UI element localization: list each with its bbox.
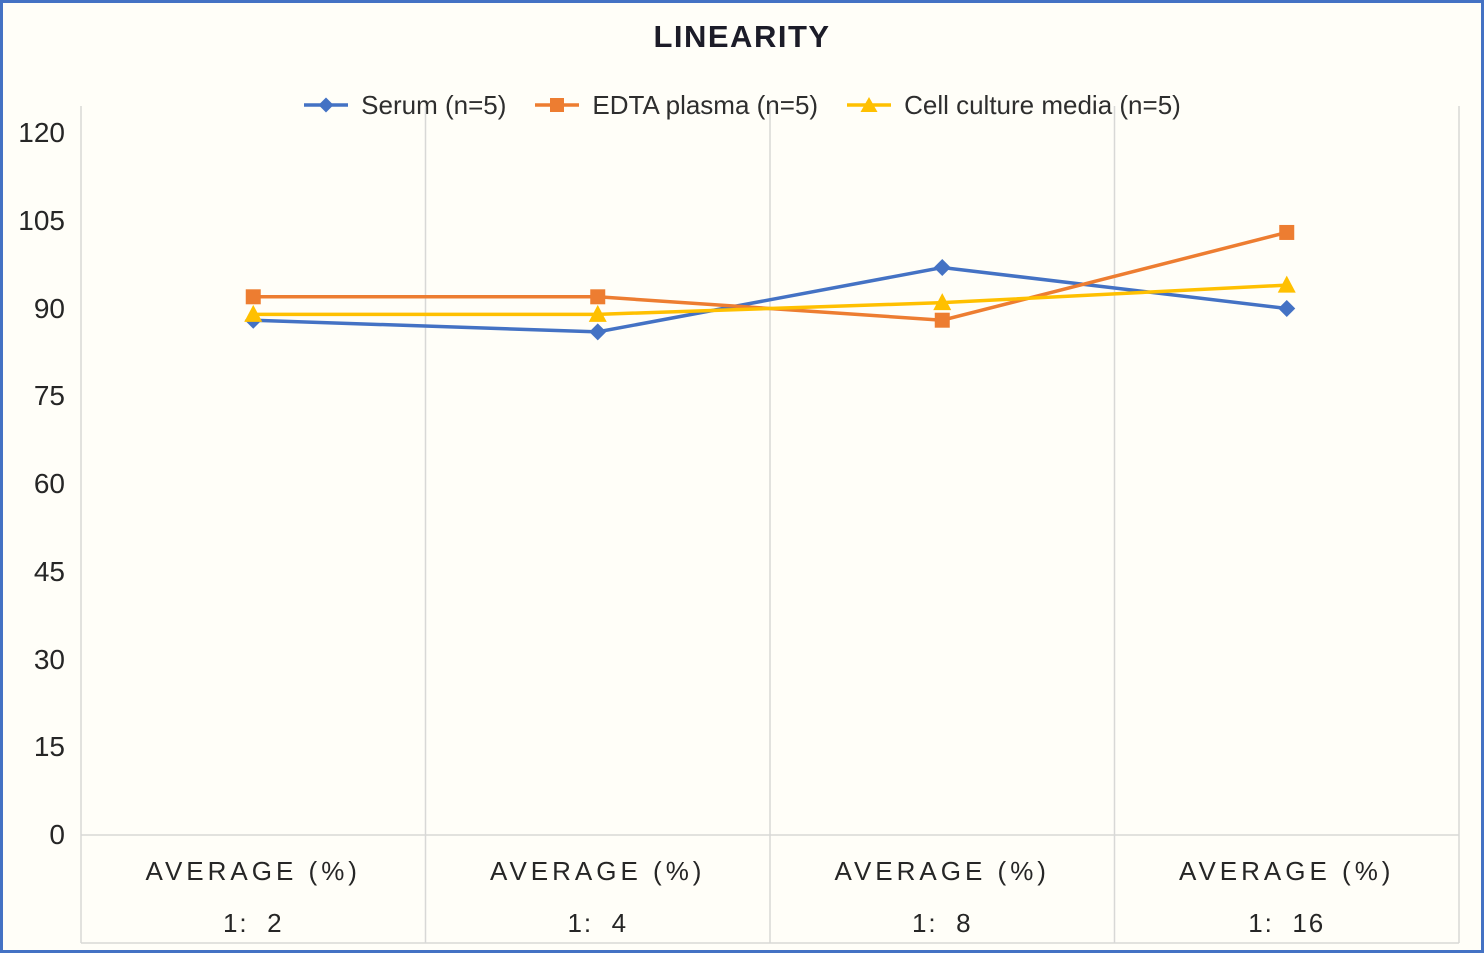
data-marker-square bbox=[590, 289, 606, 305]
y-axis-tick-label: 0 bbox=[49, 819, 65, 850]
legend: Serum (n=5) EDTA plasma (n=5) Cell cultu… bbox=[3, 87, 1481, 123]
chart-title: LINEARITY bbox=[653, 19, 831, 54]
x-axis-dilution-label: 1: 16 bbox=[1248, 908, 1326, 938]
x-axis-group-label: AVERAGE (%) bbox=[1179, 856, 1395, 886]
data-marker-diamond bbox=[1278, 300, 1296, 317]
x-axis-group-label: AVERAGE (%) bbox=[834, 856, 1050, 886]
plot-area bbox=[80, 106, 1460, 944]
axis-labels-layer: 0 15 30 45 60 75 90 105 120 AVERAGE (%) 1: 2 AVERAG… bbox=[3, 3, 1481, 950]
serum-diamond-marker-icon bbox=[304, 97, 349, 113]
series-line-diamond bbox=[253, 265, 1287, 334]
x-axis-dilution-label: 1: 4 bbox=[567, 908, 629, 938]
data-marker-square bbox=[1279, 224, 1295, 240]
data-marker-triangle bbox=[244, 304, 263, 322]
legend-label-edta-plasma: EDTA plasma (n=5) bbox=[592, 89, 819, 120]
y-axis-tick-label: 105 bbox=[18, 204, 65, 236]
legend-label-cell-culture-media: Cell culture media (n=5) bbox=[904, 89, 1181, 120]
y-axis-tick-label: 90 bbox=[33, 292, 65, 324]
data-marker-triangle bbox=[588, 304, 607, 322]
y-axis-tick-label: 30 bbox=[33, 643, 65, 675]
data-marker-triangle bbox=[1277, 275, 1296, 293]
legend-item-edta-plasma: EDTA plasma (n=5) bbox=[534, 90, 818, 121]
data-marker-square bbox=[245, 289, 261, 305]
data-marker-diamond bbox=[589, 323, 607, 341]
data-marker-diamond bbox=[933, 259, 951, 277]
data-marker-square bbox=[934, 312, 950, 328]
edta-square-marker-icon bbox=[535, 98, 580, 112]
x-axis-group-label: AVERAGE (%) bbox=[490, 856, 706, 886]
x-axis-dilution-label: 1: 8 bbox=[911, 908, 973, 938]
x-axis-group-label: AVERAGE (%) bbox=[145, 856, 361, 886]
cell-culture-triangle-marker-icon bbox=[847, 97, 892, 112]
y-axis-tick-label: 15 bbox=[33, 731, 65, 763]
y-axis-tick-label: 75 bbox=[33, 380, 65, 412]
x-axis-dilution-label: 1: 2 bbox=[222, 908, 284, 938]
legend-item-cell-culture-media: Cell culture media (n=5) bbox=[846, 90, 1181, 121]
legend-label-serum: Serum (n=5) bbox=[361, 89, 507, 120]
series-line-triangle bbox=[253, 283, 1287, 317]
y-axis-tick-label: 120 bbox=[18, 117, 65, 148]
y-axis-tick-label: 60 bbox=[33, 468, 65, 499]
data-marker-triangle bbox=[933, 293, 952, 311]
legend-item-serum: Serum (n=5) bbox=[303, 90, 506, 121]
y-axis-tick-label: 45 bbox=[33, 555, 65, 587]
